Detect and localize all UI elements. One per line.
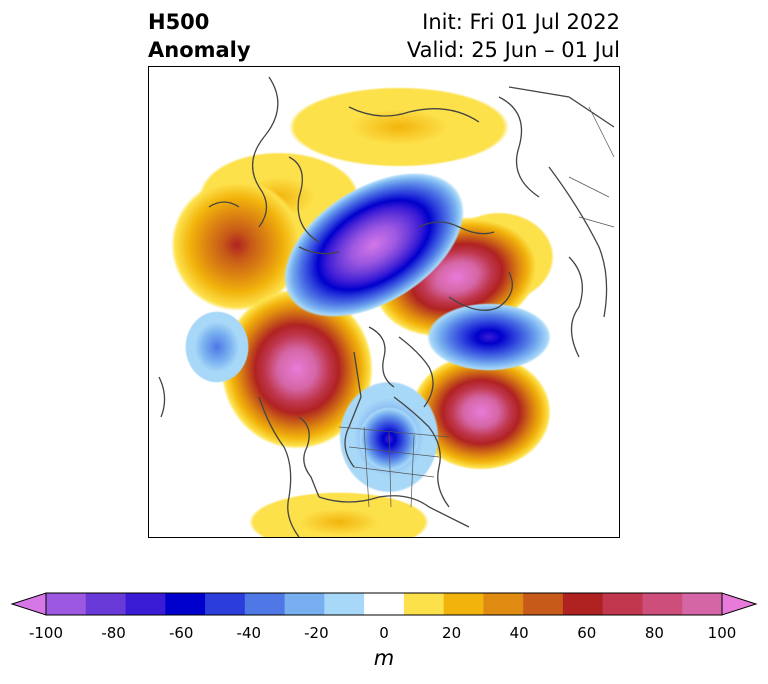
arctic-low-siberia	[283, 172, 465, 318]
colorbar-segment	[682, 593, 723, 615]
colorbar-tick-label: 40	[509, 624, 529, 642]
colorbar-unit: m	[373, 646, 395, 670]
colorbar-tick-label: -60	[168, 624, 194, 642]
colorbar-segment	[205, 593, 246, 615]
colorbar-segment	[125, 593, 166, 615]
colorbar-frame	[45, 592, 723, 616]
title-line-1: H500	[148, 10, 210, 34]
colorbar-extend-high	[721, 592, 758, 616]
colorbar-tick-label: -100	[28, 624, 64, 642]
coastlines	[158, 76, 615, 537]
anomaly-fields	[171, 87, 554, 537]
colorbar-tick-label: -40	[236, 624, 262, 642]
colorbar-segment	[642, 593, 683, 615]
colorbar-tick-label: 100	[707, 624, 737, 642]
colorbar-segment	[165, 593, 206, 615]
map-svg	[158, 76, 615, 537]
anomaly-map	[148, 66, 620, 538]
colorbar-segment	[324, 593, 365, 615]
colorbar-segment	[46, 593, 87, 615]
europe-low	[427, 303, 551, 371]
init-time: Init: Fri 01 Jul 2022	[422, 10, 620, 34]
colorbar-segment	[602, 593, 643, 615]
borders	[338, 106, 615, 508]
colorbar-segment	[244, 593, 286, 615]
colorbar-segment	[284, 593, 325, 615]
colorbar-segment	[443, 593, 484, 615]
colorbar-tick-label: -80	[101, 624, 126, 642]
colorbar-tick-label: 80	[644, 624, 664, 642]
title-line-2: Anomaly	[148, 38, 251, 62]
north-pacific-low	[185, 311, 249, 383]
gulf-of-alaska-high	[171, 179, 303, 311]
western-canada-high	[221, 289, 373, 449]
colorbar	[10, 592, 758, 616]
colorbar-segments	[10, 592, 758, 616]
map-title: H500 Anomaly	[148, 8, 251, 64]
colorbar-segment	[403, 593, 445, 615]
valid-time: Valid: 25 Jun – 01 Jul	[406, 38, 620, 62]
map-subtitle: Init: Fri 01 Jul 2022 Valid: 25 Jun – 01…	[407, 8, 620, 64]
labrador-high	[411, 354, 551, 470]
colorbar-extend-low	[10, 592, 47, 616]
colorbar-segment	[562, 593, 604, 615]
colorbar-tick-label: 20	[442, 624, 462, 642]
colorbar-segment	[523, 593, 564, 615]
colorbar-segment	[364, 593, 405, 615]
colorbar-tick-label: -20	[304, 624, 329, 642]
colorbar-tick-label: 0	[379, 624, 389, 642]
colorbar-segment	[483, 593, 524, 615]
colorbar-tick-label: 60	[577, 624, 597, 642]
colorbar-segment	[85, 593, 127, 615]
